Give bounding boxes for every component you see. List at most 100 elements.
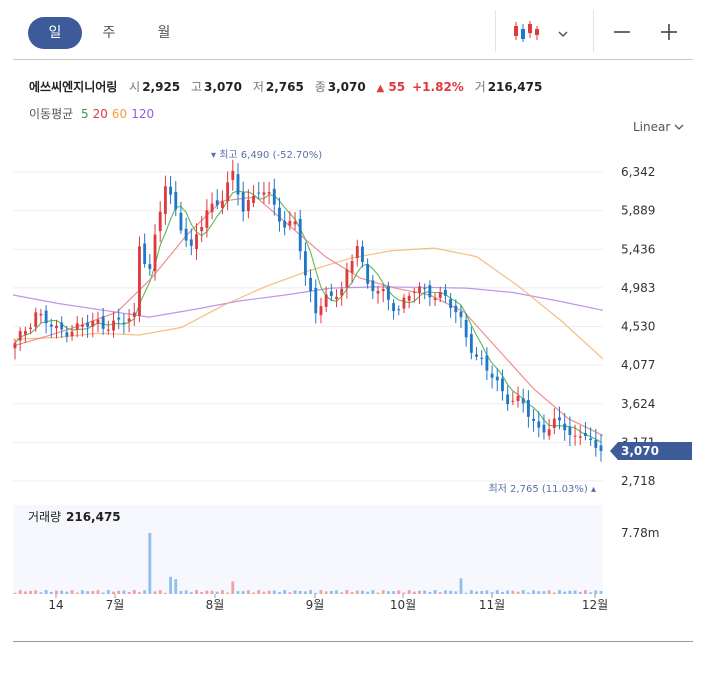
volume-bar <box>86 591 90 594</box>
tab-monthly[interactable]: 월 <box>157 25 171 41</box>
candle-body <box>303 251 307 276</box>
candle-body <box>215 200 219 206</box>
candle-body <box>407 295 411 301</box>
volume-bar <box>584 590 587 594</box>
moving-average-legend[interactable]: 이동평균 5 20 60 120 <box>29 105 158 122</box>
volume-bar <box>552 592 556 594</box>
candle-body <box>459 311 463 318</box>
candle-body <box>584 432 587 436</box>
candlestick-icon[interactable] <box>512 20 540 48</box>
candle-body <box>29 327 32 329</box>
volume-bar <box>13 592 17 594</box>
candle-body <box>329 291 333 296</box>
candle-body <box>526 399 530 417</box>
volume-bar <box>252 592 255 594</box>
candle-body <box>371 280 375 292</box>
price-chart[interactable]: 6,3425,8895,4364,9834,5304,0773,6243,171… <box>0 140 707 620</box>
volume-current-value: 216,475 <box>66 510 121 524</box>
candle-body <box>594 439 598 448</box>
x-tick-label: 9월 <box>306 598 325 612</box>
x-tick-label: 7월 <box>106 598 125 612</box>
candle-body <box>288 221 292 226</box>
price-tick-label: 4,530 <box>621 320 655 334</box>
up-triangle-icon: ▲ <box>376 83 385 94</box>
chevron-down-icon[interactable] <box>557 24 569 43</box>
close-label: 종 <box>314 80 326 94</box>
header-divider <box>13 59 693 60</box>
ma60-label: 60 <box>111 107 128 121</box>
candle-body <box>44 310 48 324</box>
candle-body <box>589 438 593 440</box>
candle-body <box>18 331 22 341</box>
candle-body <box>501 378 504 392</box>
ma120-line <box>12 286 604 318</box>
volume-bar <box>309 590 313 594</box>
volume-bar <box>329 590 333 594</box>
volume-bar <box>490 592 494 594</box>
candle-body <box>241 192 245 212</box>
x-tick-label: 10월 <box>390 598 416 612</box>
toolbar-separator <box>495 10 496 52</box>
tab-weekly[interactable]: 주 <box>102 25 116 41</box>
candle-body <box>335 296 338 300</box>
volume-bar <box>459 578 463 594</box>
volume-label: 거 <box>474 80 486 94</box>
minus-icon[interactable] <box>612 22 632 46</box>
high-label: 고 <box>191 80 203 94</box>
volume-value: 216,475 <box>487 80 543 94</box>
volume-bar <box>573 590 577 594</box>
volume-bar <box>106 590 110 594</box>
volume-bar <box>449 590 453 594</box>
volume-bar <box>371 590 375 594</box>
candle-body <box>221 201 224 208</box>
volume-bar <box>200 591 204 594</box>
candle-body <box>184 228 188 241</box>
scale-label: Linear <box>633 120 671 134</box>
candle-body <box>537 421 541 428</box>
low-label: 저 <box>252 80 264 94</box>
volume-bar <box>246 590 250 594</box>
volume-bar <box>506 590 510 594</box>
candle-body <box>511 400 515 402</box>
candle-body <box>169 186 173 195</box>
candle-body <box>386 286 390 300</box>
volume-bar <box>521 590 525 594</box>
candle-body <box>314 287 318 314</box>
candle-body <box>433 298 437 301</box>
volume-bar <box>293 590 297 594</box>
candle-body <box>532 418 536 421</box>
candle-body <box>350 260 354 273</box>
candle-body <box>34 312 38 327</box>
price-tick-label: 2,718 <box>621 474 655 488</box>
candle-body <box>278 207 281 222</box>
volume-bar <box>345 590 349 594</box>
candle-body <box>563 423 567 431</box>
candle-body <box>464 319 468 338</box>
candle-body <box>340 288 344 296</box>
candle-body <box>246 200 250 212</box>
volume-bar <box>215 591 219 594</box>
tab-daily[interactable]: 일 <box>28 17 82 49</box>
volume-bar <box>366 591 370 594</box>
volume-bar <box>381 590 385 594</box>
candle-body <box>397 309 401 311</box>
volume-bar <box>184 590 188 594</box>
candle-body <box>490 373 494 378</box>
volume-title: 거래량 <box>28 510 61 524</box>
toolbar-separator-2 <box>593 10 594 52</box>
scale-selector[interactable]: Linear <box>633 120 684 134</box>
close-value: 3,070 <box>327 80 366 94</box>
volume-bar <box>91 591 95 594</box>
candle-body <box>438 292 442 298</box>
candle-body <box>127 318 131 322</box>
plus-icon[interactable] <box>659 22 679 46</box>
volume-bar <box>55 590 58 594</box>
volume-bar <box>335 590 338 594</box>
volume-bar <box>428 591 432 594</box>
candle-body <box>506 394 510 405</box>
price-tick-label: 5,436 <box>621 242 655 256</box>
candle-body <box>252 195 255 203</box>
candle-body <box>309 277 313 292</box>
candle-body <box>355 246 359 259</box>
volume-bar <box>542 591 546 594</box>
